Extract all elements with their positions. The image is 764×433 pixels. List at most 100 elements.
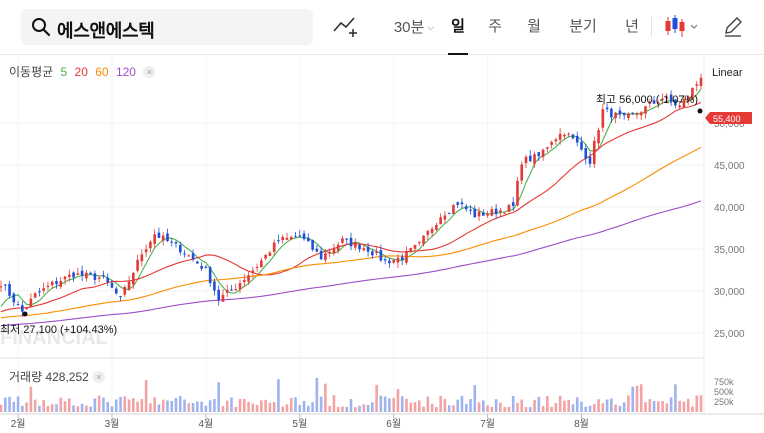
candle <box>42 282 45 294</box>
candle <box>443 211 447 224</box>
volume-bar <box>50 404 54 412</box>
volume-bar <box>567 399 570 412</box>
tab-period-quarter[interactable]: 분기 <box>569 18 597 35</box>
candle <box>123 285 127 297</box>
tab-period-month[interactable]: 월 <box>527 18 541 35</box>
candle <box>170 238 174 247</box>
volume-bar <box>699 395 703 412</box>
pencil-icon[interactable] <box>722 13 744 39</box>
stock-search-box[interactable]: 에스앤에스텍 <box>21 9 313 45</box>
volume-bar <box>614 404 617 412</box>
candle <box>132 271 135 289</box>
candle <box>153 229 156 248</box>
volume-bar <box>166 400 169 412</box>
chart-type-candle-icon[interactable] <box>664 13 700 39</box>
tab-period-year[interactable]: 년 <box>625 18 639 35</box>
candle <box>217 285 220 306</box>
candle <box>610 107 613 123</box>
volume-bar <box>592 404 596 412</box>
time-tick-label: 6월 <box>386 418 401 430</box>
volume-bar <box>366 405 370 412</box>
time-tick-label: 5월 <box>292 418 307 430</box>
price-axis-labels: 25,000 30,000 35,000 40,000 45,000 50,000 <box>714 119 745 340</box>
tab-period-day[interactable]: 일 <box>448 10 468 55</box>
candle <box>494 203 498 220</box>
candle <box>140 249 144 267</box>
volume-bar <box>59 397 63 412</box>
candle <box>324 249 327 263</box>
volume-bar <box>469 399 472 412</box>
volume-bar <box>144 380 148 412</box>
close-icon[interactable]: × <box>143 66 156 78</box>
volume-bar <box>644 402 647 412</box>
candle <box>520 161 524 185</box>
volume-bar <box>400 396 404 412</box>
volume-bar <box>524 407 528 412</box>
candle <box>417 241 421 246</box>
volume-bar <box>29 386 33 412</box>
volume-bar <box>208 400 212 412</box>
candle <box>614 111 617 124</box>
volume-bar <box>289 398 293 412</box>
volume-bar <box>358 405 361 412</box>
volume-bar <box>388 398 391 412</box>
volume-bar <box>627 395 630 412</box>
candle <box>375 246 378 256</box>
volume-bar <box>541 406 545 412</box>
candle <box>341 235 344 245</box>
volume-bar <box>311 402 314 412</box>
volume-bar <box>635 385 639 412</box>
candle <box>157 227 161 239</box>
volume-bar <box>315 378 319 412</box>
candle <box>110 279 114 289</box>
volume-bar <box>494 399 498 412</box>
low-price-label: 최저 27,100 (+104.43%) <box>0 323 117 336</box>
price-tick-label: 25,000 <box>714 329 745 340</box>
volume-bar <box>674 384 677 412</box>
candle <box>8 280 11 299</box>
candle <box>174 240 178 248</box>
candle <box>435 222 438 232</box>
candle <box>16 300 20 306</box>
volume-bar <box>383 396 387 412</box>
time-tick-label: 2월 <box>11 418 26 430</box>
candle <box>588 151 592 168</box>
volume-bar <box>319 396 323 412</box>
drawing-tool-icon[interactable] <box>332 13 358 39</box>
volume-bar <box>648 399 652 412</box>
candle <box>426 229 430 241</box>
volume-bar <box>67 398 71 412</box>
candle <box>392 259 395 265</box>
scale-mode-button[interactable]: Linear <box>712 67 743 79</box>
candle <box>618 106 622 119</box>
stock-name: 에스앤에스텍 <box>57 21 155 41</box>
volume-bar <box>473 385 477 412</box>
volume-bar <box>136 401 139 412</box>
candle <box>196 260 199 264</box>
volume-bar <box>260 400 263 412</box>
candle <box>21 301 24 317</box>
volume-bar <box>140 399 144 412</box>
legend-ma120: 120 <box>115 65 136 79</box>
candle <box>439 213 442 225</box>
candle <box>503 212 506 214</box>
tab-period-week[interactable]: 주 <box>488 18 502 35</box>
volume-bar <box>247 401 250 412</box>
volume-bar <box>114 399 118 412</box>
volume-bar <box>255 404 259 412</box>
volume-bar <box>618 406 622 412</box>
volume-bar <box>516 402 519 412</box>
interval-dropdown[interactable]: 30분 ⌵ <box>390 10 438 44</box>
candle <box>238 279 242 294</box>
time-tick-label: 8월 <box>574 418 589 430</box>
current-price-value: 55,400 <box>713 114 741 124</box>
volume-bar <box>38 405 41 412</box>
volume-bar <box>123 396 127 412</box>
close-icon[interactable]: × <box>92 371 105 383</box>
candle <box>38 287 41 297</box>
volume-bar <box>213 398 216 412</box>
candle <box>665 93 669 104</box>
axes <box>0 56 764 415</box>
low-marker <box>22 311 28 317</box>
